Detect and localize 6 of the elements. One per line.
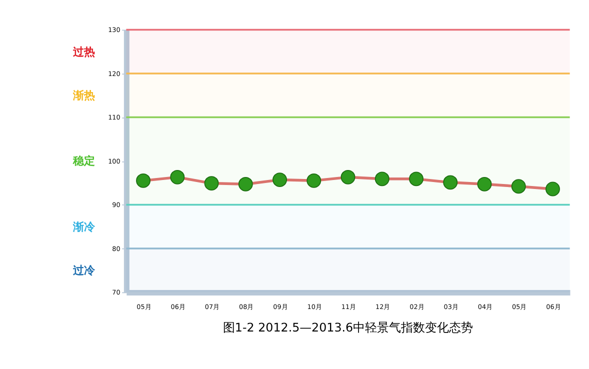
band-label: 渐冷 xyxy=(72,220,96,234)
band-label: 过热 xyxy=(72,45,96,58)
band-label: 过冷 xyxy=(72,264,96,278)
text: 图1-2 2012.5—2013.6中轻景气指数变化态势 xyxy=(222,320,474,335)
band-label: 稳定 xyxy=(72,154,96,168)
band-label: 渐热 xyxy=(72,89,96,102)
